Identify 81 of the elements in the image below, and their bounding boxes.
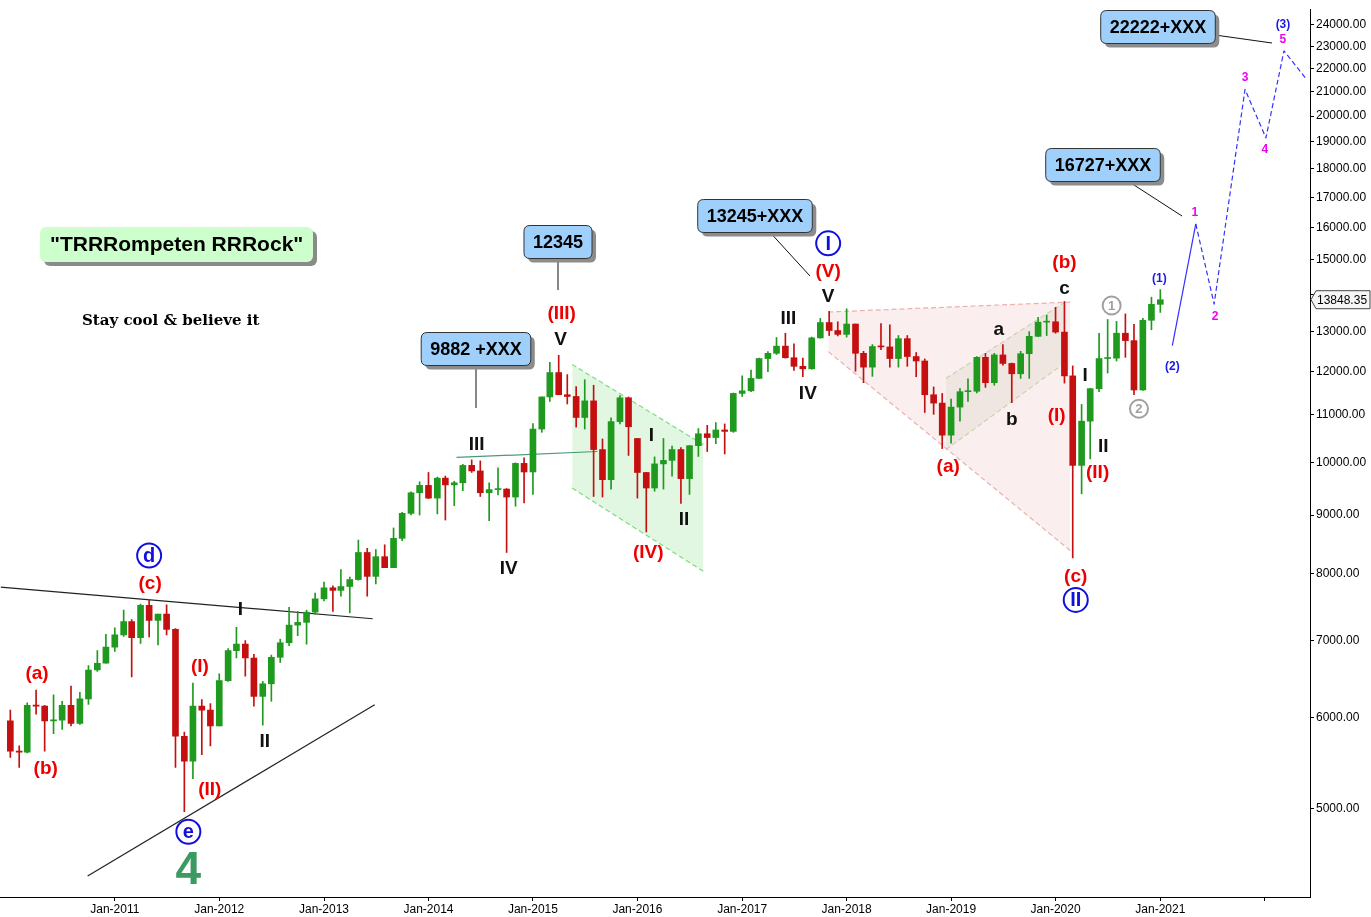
y-tick-label: 16000.00 (1316, 219, 1367, 234)
y-tick-label: 5000.00 (1316, 801, 1360, 816)
annotation: III (780, 307, 797, 329)
annotation: b (1005, 407, 1018, 429)
annotation: I (237, 598, 244, 620)
x-tick-label: Jan-2020 (1030, 901, 1081, 916)
annotation: 9882 +XXX (430, 338, 522, 359)
annotation: II (1070, 588, 1082, 611)
annotation: (II) (198, 777, 222, 799)
y-tick-label: 21000.00 (1316, 84, 1367, 99)
y-tick-label: 23000.00 (1316, 38, 1367, 53)
annotation: IV (798, 381, 818, 403)
text: "TRRRompeten RRRock" (40, 227, 314, 262)
annotation: (III) (547, 301, 576, 323)
x-tick-label: Jan-2021 (1135, 901, 1186, 916)
y-tick-label: 11000.00 (1316, 407, 1366, 422)
annotation: (c) (138, 571, 162, 593)
annotation: (II) (1086, 461, 1110, 483)
annotation: II (1097, 435, 1109, 457)
annotation: IV (499, 556, 518, 578)
y-tick-label: 20000.00 (1316, 108, 1367, 123)
annotation: II (259, 730, 271, 752)
annotation: 12345 (532, 231, 584, 252)
annotation: (2) (1165, 359, 1180, 373)
annotation: (b) (33, 757, 58, 779)
y-tick-label: 6000.00 (1316, 709, 1360, 724)
x-tick-label: Jan-2013 (298, 901, 350, 916)
annotation: e (182, 820, 194, 843)
annotation: III (468, 433, 485, 455)
x-tick-label: Jan-2018 (821, 901, 872, 916)
text: Stay cool & believe it (82, 311, 260, 329)
x-tick-label: Jan-2011 (90, 901, 140, 916)
y-tick-label: 17000.00 (1316, 189, 1367, 204)
annotation: (V) (815, 259, 841, 281)
annotation: I (1082, 364, 1088, 386)
y-tick-label: 15000.00 (1316, 252, 1367, 267)
annotation: II (678, 507, 690, 529)
y-tick-label: 10000.00 (1316, 454, 1367, 469)
annotation: (a) (25, 662, 49, 684)
annotation: (b) (1052, 250, 1077, 272)
x-tick-label: Jan-2016 (612, 901, 663, 916)
annotation: 16727+XXX (1054, 154, 1152, 175)
annotation: c (1059, 276, 1071, 298)
annotation: (I) (190, 655, 209, 677)
annotation: I (825, 231, 831, 254)
x-tick-label: Jan-2017 (717, 901, 768, 916)
annotation: 22222+XXX (1109, 16, 1207, 37)
y-tick-label: 12000.00 (1316, 363, 1367, 378)
y-tick-label: 13000.00 (1316, 323, 1367, 338)
x-tick-label: Jan-2019 (926, 901, 977, 916)
annotation: (I) (1047, 403, 1066, 425)
annotation: 3 (1241, 69, 1249, 84)
y-tick-label: 22000.00 (1316, 60, 1367, 75)
annotation: V (821, 284, 835, 306)
annotation: 5 (1279, 32, 1287, 47)
text: 13848.35 (1317, 293, 1368, 308)
annotation: (1) (1151, 270, 1167, 285)
annotation: 4 (175, 842, 202, 895)
y-tick-label: 7000.00 (1316, 632, 1360, 647)
annotation: (3) (1275, 17, 1291, 32)
annotation: 2 (1135, 401, 1143, 417)
annotation: (a) (936, 454, 960, 476)
annotation: I (648, 423, 655, 445)
annotation: (IV) (632, 541, 664, 563)
annotation: 2 (1211, 309, 1219, 324)
y-tick-label: 19000.00 (1316, 134, 1367, 149)
annotation: a (993, 317, 1005, 339)
x-tick-label: Jan-2012 (194, 901, 245, 916)
annotation: V (554, 327, 568, 349)
y-tick-label: 24000.00 (1316, 17, 1367, 32)
annotation: 13245+XXX (706, 205, 804, 226)
x-tick-label: Jan-2014 (403, 901, 454, 916)
y-tick-label: 9000.00 (1316, 507, 1360, 522)
annotation: 1 (1108, 298, 1116, 314)
y-tick-label: 18000.00 (1316, 161, 1367, 176)
x-tick-label: Jan-2015 (507, 901, 559, 916)
annotation: (c) (1064, 565, 1088, 587)
annotation: 1 (1191, 205, 1199, 220)
annotation: d (143, 544, 156, 567)
annotation: 4 (1261, 142, 1269, 157)
y-tick-label: 8000.00 (1316, 566, 1360, 581)
